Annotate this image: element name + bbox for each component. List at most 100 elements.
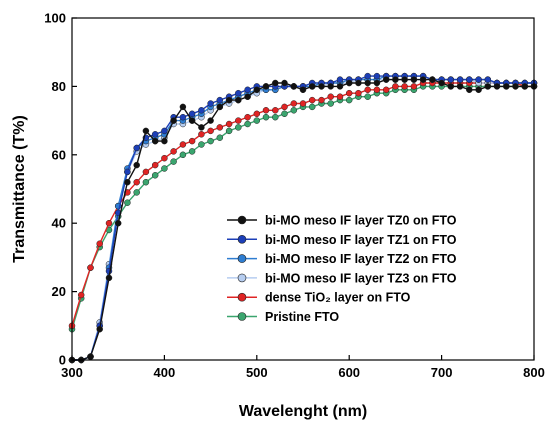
data-point [142,127,150,135]
data-point [207,100,214,107]
y-tick-label: 40 [52,216,66,231]
data-point [188,117,196,124]
data-point [151,161,159,169]
legend-entry: bi-MO meso IF layer TZ1 on FTO [227,233,457,247]
data-point [281,79,288,87]
data-point [207,137,214,145]
data-point [336,83,344,90]
data-point [364,86,371,94]
data-point [253,86,261,94]
data-point [355,79,362,87]
legend-marker [237,215,247,225]
data-point [133,178,140,186]
data-point [475,76,482,83]
data-point [262,113,270,121]
data-point [401,76,408,83]
data-point [364,79,371,87]
data-point [456,83,464,90]
data-point [272,113,279,121]
data-point [105,219,113,227]
data-point [475,86,482,94]
data-point [493,83,501,90]
data-point [290,107,298,114]
data-point [262,83,270,90]
data-point [207,127,214,135]
data-point [281,110,288,118]
data-point [244,86,251,94]
data-point [253,117,261,124]
data-point [299,86,307,94]
data-point [105,274,113,282]
data-point [142,178,150,186]
data-point [179,113,187,121]
series-4 [68,79,538,330]
data-point [392,83,399,90]
data-point [151,137,159,145]
data-point [272,79,279,87]
data-point [188,137,196,145]
data-point [225,127,233,135]
data-point [262,107,270,114]
data-point [438,79,445,87]
data-point [299,100,307,107]
data-point [133,189,140,196]
data-point [466,86,473,94]
legend-marker [237,273,247,283]
data-point [308,96,316,104]
series-1 [68,72,538,364]
y-tick-label: 20 [52,284,66,299]
data-point [281,103,288,111]
data-point [216,134,224,141]
data-point [336,93,344,100]
legend-entry: bi-MO meso IF layer TZ2 on FTO [227,252,457,266]
y-tick-label: 80 [52,79,66,94]
data-point [151,172,159,179]
data-point [401,83,408,90]
data-point [272,107,279,114]
legend-entry: Pristine FTO [227,310,339,324]
x-tick-label: 500 [246,365,268,380]
data-point [87,264,94,271]
legend-label: dense TiO₂ layer on FTO [265,291,411,305]
data-point [345,96,353,104]
data-point [124,199,131,206]
data-point [484,76,492,83]
legend-marker [237,254,247,263]
data-point [77,291,85,299]
data-point [179,103,187,111]
data-point [327,83,334,90]
y-tick-label: 60 [52,147,66,162]
data-point [410,76,418,83]
data-point [170,148,177,155]
data-point [96,325,103,333]
legend-label: bi-MO meso IF layer TZ3 on FTO [265,271,457,285]
data-point [410,83,418,90]
data-point [133,144,140,152]
data-point [484,83,492,90]
data-point [216,96,224,104]
data-point [290,83,298,90]
data-point [290,100,298,107]
data-point [244,93,251,100]
data-point [345,79,353,87]
data-point [373,86,381,94]
data-point [161,137,168,145]
data-point [198,141,205,148]
data-point [124,178,131,186]
data-point [235,124,242,131]
legend-entry: bi-MO meso IF layer TZ0 on FTO [227,214,457,228]
data-point [124,168,131,176]
y-tick-label: 100 [44,11,66,26]
plot-frame [71,17,535,361]
data-point [235,96,242,104]
series-0 [68,76,538,364]
data-point [151,131,159,138]
data-point [336,76,344,83]
x-tick-label: 600 [338,365,360,380]
legend-marker [237,312,247,321]
data-point [308,103,316,111]
data-point [235,89,242,97]
data-point [179,141,187,148]
data-point [96,240,103,247]
data-point [373,79,381,87]
